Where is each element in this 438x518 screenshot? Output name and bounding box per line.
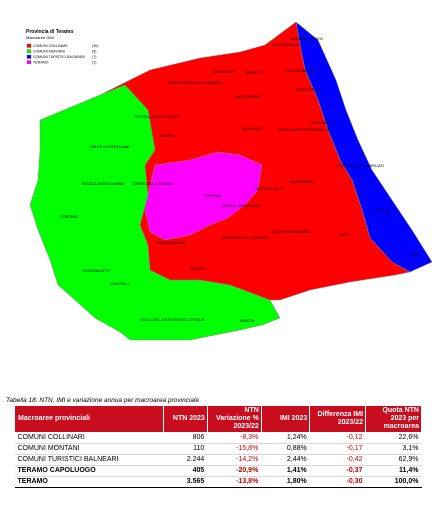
table-cell: -20,9% (207, 465, 262, 477)
table-cell: 806 (163, 432, 208, 444)
place-label: CASTELLI (110, 281, 129, 286)
table-caption: Tabella 18: NTN, IMI e variazione annua … (6, 397, 200, 404)
col-ntn: NTN 2023 (163, 405, 208, 433)
table-cell: 3.565 (163, 476, 208, 488)
map-title: Provincia di Teramo (26, 29, 73, 35)
table-cell: 0,88% (261, 443, 310, 455)
place-label: SANT'OMERO (235, 94, 262, 99)
table-row: COMUNI COLLINARI 806 -8,3% 1,24% -0,12 22,6% (14, 432, 422, 444)
table-cell: 62,9% (365, 454, 422, 466)
table-row: COMUNI TURISTICI BALNEARI 2.244 -14,2% 2,44… (14, 454, 422, 466)
table-cell: 1,80% (261, 476, 310, 488)
place-label: ARSITA (240, 318, 254, 323)
legend-swatch (26, 49, 32, 54)
table-cell: COMUNI COLLINARI (14, 432, 164, 444)
table-cell: 1,41% (261, 465, 310, 477)
col-macroaree: Macroaree provinciali (13, 405, 165, 433)
table-cell: -14,2% (207, 454, 262, 466)
place-label: TORANO NUOVO (290, 36, 323, 41)
place-label: MONTORIO AL VOMANO (222, 235, 268, 240)
legend-label: TERAMO (33, 61, 49, 65)
place-label: TORRICELLA SICURA (132, 181, 173, 186)
table-cell: 2,44% (261, 454, 310, 466)
legend-label: COMUNI TURISTICI BALNEARI (33, 55, 85, 59)
place-label: BISENTI (190, 266, 206, 271)
table-cell: -0,30 (309, 476, 366, 488)
legend-label: COMUNI MONTANI (33, 50, 65, 54)
table-cell: -0,17 (309, 443, 366, 455)
legend-count: (30) (92, 44, 98, 48)
table-cell: 22,6% (365, 432, 422, 444)
table-cell: 3,1% (365, 443, 422, 455)
map-subtitle: Macroaree OMI (26, 35, 54, 40)
map-legend: Provincia di Teramo Macroaree OMI COMUNI… (26, 29, 98, 65)
place-label: PINETO (374, 208, 389, 213)
table-cell: -15,8% (207, 443, 262, 455)
table-cell: -0,37 (309, 465, 366, 477)
place-label: CELLINO ATTANASIO (270, 229, 310, 234)
place-label: CROGNALETO (82, 268, 110, 273)
table-row: TERAMO CAPOLUOGO 405 -20,9% 1,41% -0,37 11,4% (14, 465, 422, 477)
place-label: FANO ADRIANO (156, 240, 186, 245)
place-label: SANT'EGIDIO ALLA VIBRATA (168, 80, 222, 85)
legend-swatch (26, 54, 32, 59)
table-cell: 405 (163, 465, 208, 477)
place-label: ATRI (340, 232, 349, 237)
legend-swatch (26, 60, 32, 65)
place-label: CORTINO (60, 214, 78, 219)
table-cell: -8,3% (207, 432, 262, 444)
macroaree-table: Macroaree provinciali NTN 2023 NTN Varia… (13, 405, 422, 488)
place-label: NERETO (246, 70, 263, 75)
place-label: CASTELLALTO (255, 186, 283, 191)
table-cell: -0,12 (309, 432, 366, 444)
place-label: NOTARESCO (290, 179, 315, 184)
place-label: TORTORETO (295, 87, 320, 92)
table-cell: COMUNI MONTANI (14, 443, 164, 455)
table-cell: 110 (163, 443, 208, 455)
place-label: CORROPOLI (212, 69, 236, 74)
col-ntn-variazione: NTN Variazione % 2023/22 (206, 405, 262, 433)
place-label: CAMPLI (160, 133, 175, 138)
place-label: TERAMO (204, 193, 221, 198)
place-label: ISOLA DEL GRAN SASSO D'ITALIA (140, 317, 205, 322)
col-quota-ntn: Quota NTN 2023 per macroarea (365, 405, 422, 433)
legend-count: (9) (92, 50, 96, 54)
legend-label: COMUNI COLLINARI (33, 44, 68, 48)
place-label: BELLANTE (242, 126, 263, 131)
table-cell: TERAMO CAPOLUOGO (14, 465, 164, 477)
table-cell: -13,8% (207, 476, 262, 488)
place-label: ROCCA SANTA MARIA (82, 181, 124, 186)
place-label: ROSETO DEGLI ABRUZZI (336, 163, 384, 168)
table-row: COMUNI MONTANI 110 -15,8% 0,88% -0,17 3,1% (14, 443, 422, 455)
legend-swatch (26, 43, 32, 48)
legend-count: (1) (92, 61, 96, 65)
area-teramo (144, 151, 263, 241)
table-header-row: Macroaree provinciali NTN 2023 NTN Varia… (13, 405, 422, 433)
col-imi: IMI 2023 (260, 405, 311, 433)
table-cell: 1,24% (261, 432, 310, 444)
table-body: COMUNI COLLINARI 806 -8,3% 1,24% -0,12 22,6% C… (14, 432, 422, 488)
legend-items: COMUNI COLLINARI (30) COMUNI MONTANI (9) COM… (26, 43, 98, 65)
place-label: VALLE CASTELLANA (90, 144, 130, 149)
place-label: CASTEL CASTAGNA (222, 203, 261, 208)
place-label: ALBA ADRIATICA (285, 68, 317, 73)
table-cell: -0,42 (309, 454, 366, 466)
table-row: TERAMO 3.565 -13,8% 1,80% -0,30 100,0% (14, 476, 422, 488)
place-label: MOSCIANO SANT'ANGELO (278, 127, 329, 132)
place-label: COLONNELLA (272, 42, 299, 47)
table-cell: COMUNI TURISTICI BALNEARI (14, 454, 164, 466)
table-cell: 2.244 (163, 454, 208, 466)
place-label: GIULIANOVA (310, 120, 334, 125)
place-label: SILVI (410, 252, 420, 257)
place-label: CIVITELLA DEL TRONTO (134, 114, 180, 119)
legend-count: (7) (92, 55, 96, 59)
table-cell: 100,0% (365, 476, 422, 488)
col-differenza-imi: Differenza IMI 2023/22 (309, 405, 367, 433)
table-cell: 11,4% (365, 465, 422, 477)
table-cell: TERAMO (14, 476, 164, 488)
